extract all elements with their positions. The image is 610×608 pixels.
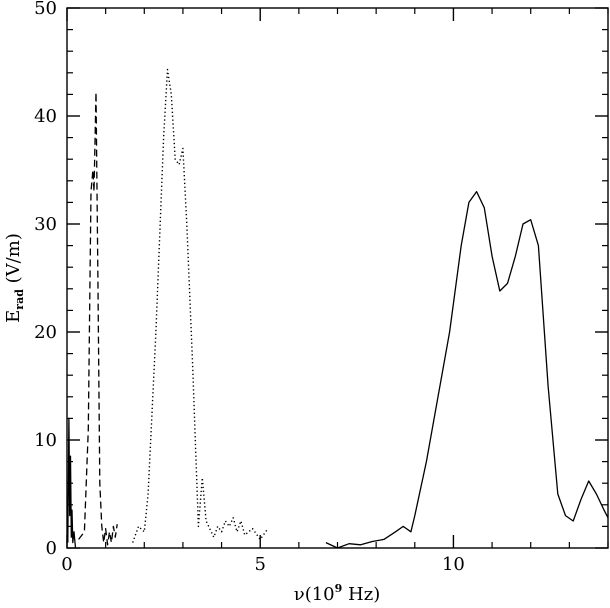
y-tick-label: 20 bbox=[34, 322, 57, 343]
x-axis-title: ν(109 Hz) bbox=[294, 582, 380, 605]
series-line-2-dashed bbox=[78, 91, 118, 546]
series-line-3-dotted bbox=[132, 68, 269, 543]
x-tick-label: 0 bbox=[61, 554, 72, 575]
y-tick-label: 0 bbox=[46, 538, 57, 559]
y-tick-label: 40 bbox=[34, 106, 57, 127]
x-tick-label: 5 bbox=[254, 554, 265, 575]
y-tick-labels: 0 10 20 30 40 50 bbox=[34, 0, 57, 559]
y-tick-label: 50 bbox=[34, 0, 57, 19]
series-layer bbox=[67, 68, 609, 549]
x-tick-labels: 0 5 10 bbox=[61, 554, 465, 575]
y-tick-label: 10 bbox=[34, 430, 57, 451]
minor-ticks bbox=[67, 8, 609, 548]
major-ticks bbox=[66, 7, 608, 549]
y-axis-title: Erad (V/m) bbox=[3, 233, 26, 323]
x-tick-label: 10 bbox=[442, 554, 465, 575]
series-line-4-solid bbox=[325, 190, 609, 549]
series-line-1-solid bbox=[67, 417, 77, 549]
y-tick-label: 30 bbox=[34, 214, 57, 235]
plot-frame bbox=[66, 7, 609, 549]
